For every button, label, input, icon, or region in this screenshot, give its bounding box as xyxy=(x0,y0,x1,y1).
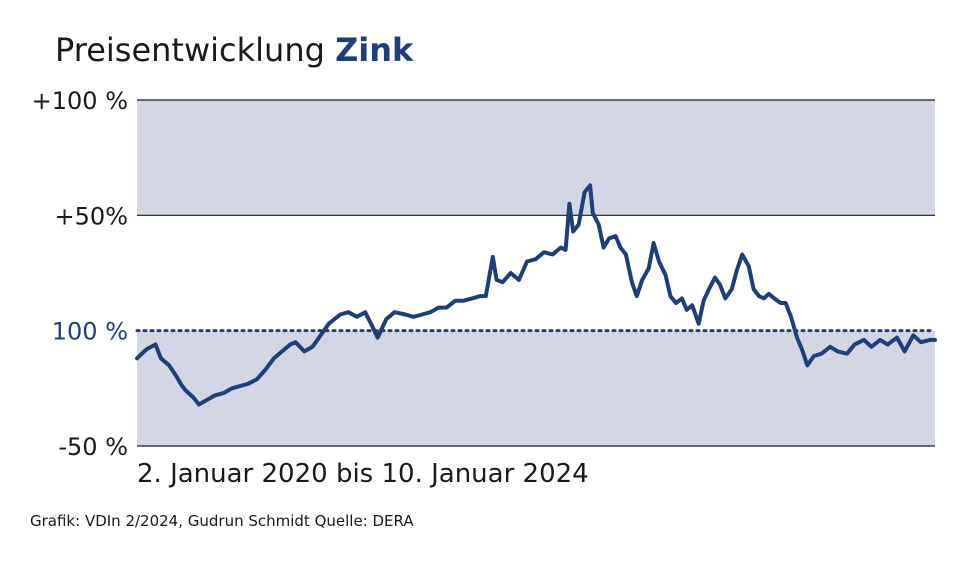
period-label: 2. Januar 2020 bis 10. Januar 2024 xyxy=(137,459,589,489)
series-line-0 xyxy=(135,183,937,407)
source-note: Grafik: VDIn 2/2024, Gudrun Schmidt Quel… xyxy=(30,512,414,530)
y-tick-label-1: +50% xyxy=(55,202,128,230)
shaded-band-1 xyxy=(137,330,935,446)
title-accent: Zink xyxy=(335,31,414,69)
y-tick-label-3: -50 % xyxy=(58,433,128,461)
y-tick-labels: +100 % +50% 100 % -50 % xyxy=(32,87,128,461)
reference-lines xyxy=(135,99,937,447)
title-prefix: Preisentwicklung xyxy=(55,31,325,69)
y-tick-label-0: +100 % xyxy=(32,87,128,115)
shaded-band-0 xyxy=(137,100,935,216)
price-series xyxy=(135,183,937,407)
y-tick-label-2: 100 % xyxy=(52,318,128,346)
chart-title: Preisentwicklung Zink xyxy=(55,30,413,70)
shaded-bands xyxy=(137,100,935,446)
